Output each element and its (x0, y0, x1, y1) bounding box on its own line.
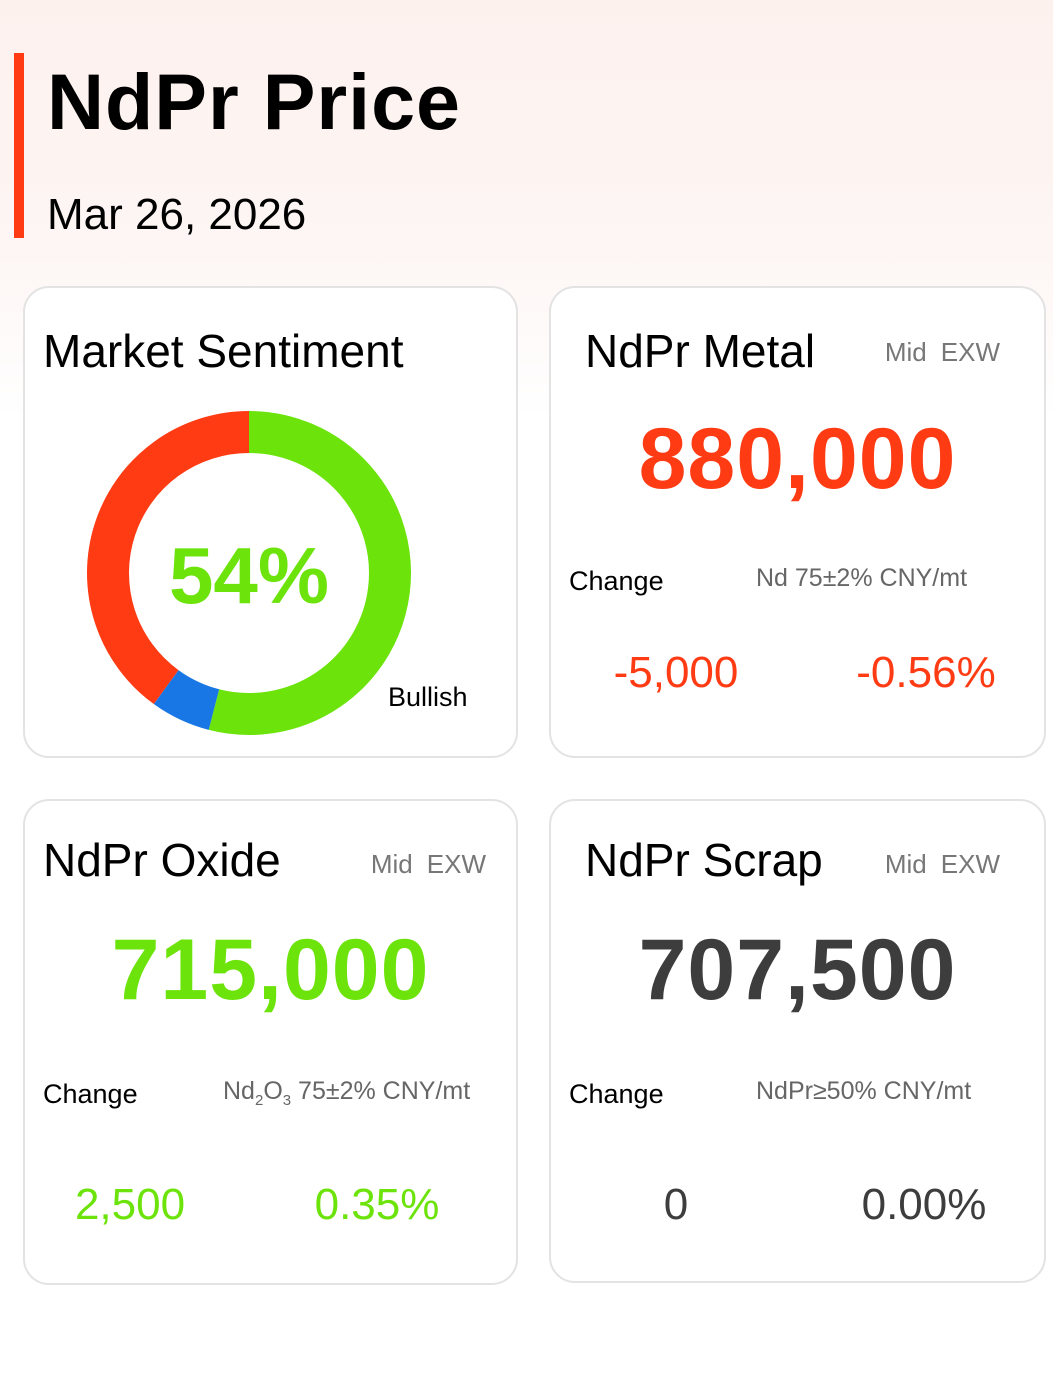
ndpr-scrap-change-pct: 0.00% (861, 1180, 987, 1229)
exw-tag: EXW (426, 849, 486, 879)
mid-tag: Mid (370, 849, 413, 879)
ndpr-scrap-change-abs: 0 (663, 1180, 689, 1229)
page-title: NdPr Price (47, 57, 461, 146)
change-label: Change (43, 1079, 138, 1109)
ndpr-oxide-card: NdPr Oxide Mid EXW 715,000 Change Nd2O3 7… (23, 799, 518, 1285)
exw-tag: EXW (940, 337, 1000, 367)
bullish-segment (208, 411, 411, 735)
ndpr-scrap-title: NdPr Scrap (585, 834, 823, 886)
ndpr-oxide-spec: Nd2O3 75±2% CNY/mt (223, 1077, 471, 1109)
sentiment-donut-chart (87, 411, 411, 735)
market-sentiment-card: Market Sentiment 54% Bullish (23, 286, 518, 758)
ndpr-oxide-price: 715,000 (111, 922, 430, 1018)
header-accent-bar (14, 53, 24, 238)
ndpr-scrap-spec: NdPr≥50% CNY/mt (756, 1077, 972, 1105)
bearish-segment (87, 411, 250, 705)
sentiment-percent: 54% (168, 531, 330, 620)
ndpr-scrap-card: NdPr Scrap Mid EXW 707,500 Change NdPr≥50… (549, 799, 1046, 1283)
mid-tag: Mid (884, 337, 927, 367)
bullish-label: Bullish (388, 682, 468, 712)
ndpr-metal-price: 880,000 (638, 411, 957, 507)
ndpr-metal-spec: Nd 75±2% CNY/mt (756, 564, 968, 592)
ndpr-scrap-price: 707,500 (638, 922, 957, 1018)
ndpr-oxide-change-abs: 2,500 (74, 1180, 186, 1229)
ndpr-scrap-tags: Mid EXW (885, 851, 1000, 877)
ndpr-metal-card: NdPr Metal Mid EXW 880,000 Change Nd 75±2… (549, 286, 1046, 758)
exw-tag: EXW (940, 849, 1000, 879)
mid-tag: Mid (884, 849, 927, 879)
neutral-segment (153, 669, 220, 730)
change-label: Change (569, 1079, 664, 1109)
ndpr-metal-change-abs: -5,000 (613, 648, 739, 697)
ndpr-oxide-change-pct: 0.35% (314, 1180, 440, 1229)
page-date: Mar 26, 2026 (47, 190, 307, 239)
market-sentiment-title: Market Sentiment (43, 325, 404, 377)
ndpr-oxide-tags: Mid EXW (371, 851, 486, 877)
ndpr-metal-title: NdPr Metal (585, 325, 816, 377)
ndpr-metal-change-pct: -0.56% (856, 648, 996, 697)
change-label: Change (569, 566, 664, 596)
ndpr-metal-tags: Mid EXW (885, 339, 1000, 365)
ndpr-oxide-title: NdPr Oxide (43, 834, 281, 886)
